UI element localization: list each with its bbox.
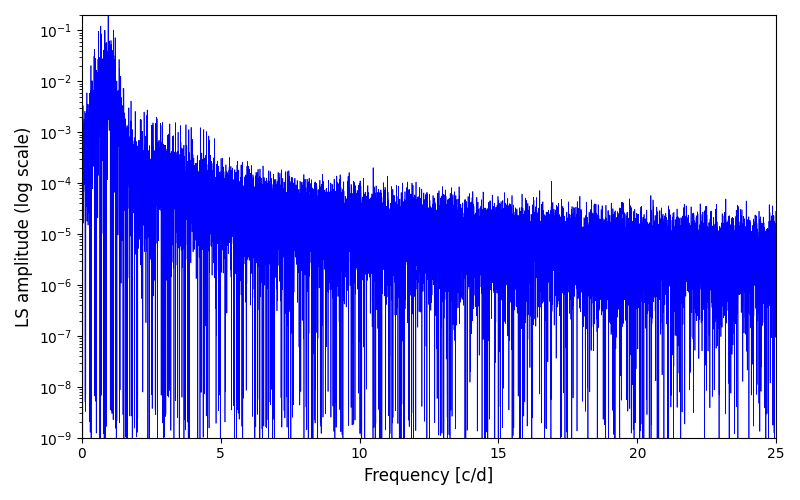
X-axis label: Frequency [c/d]: Frequency [c/d] <box>364 467 494 485</box>
Y-axis label: LS amplitude (log scale): LS amplitude (log scale) <box>15 126 33 326</box>
